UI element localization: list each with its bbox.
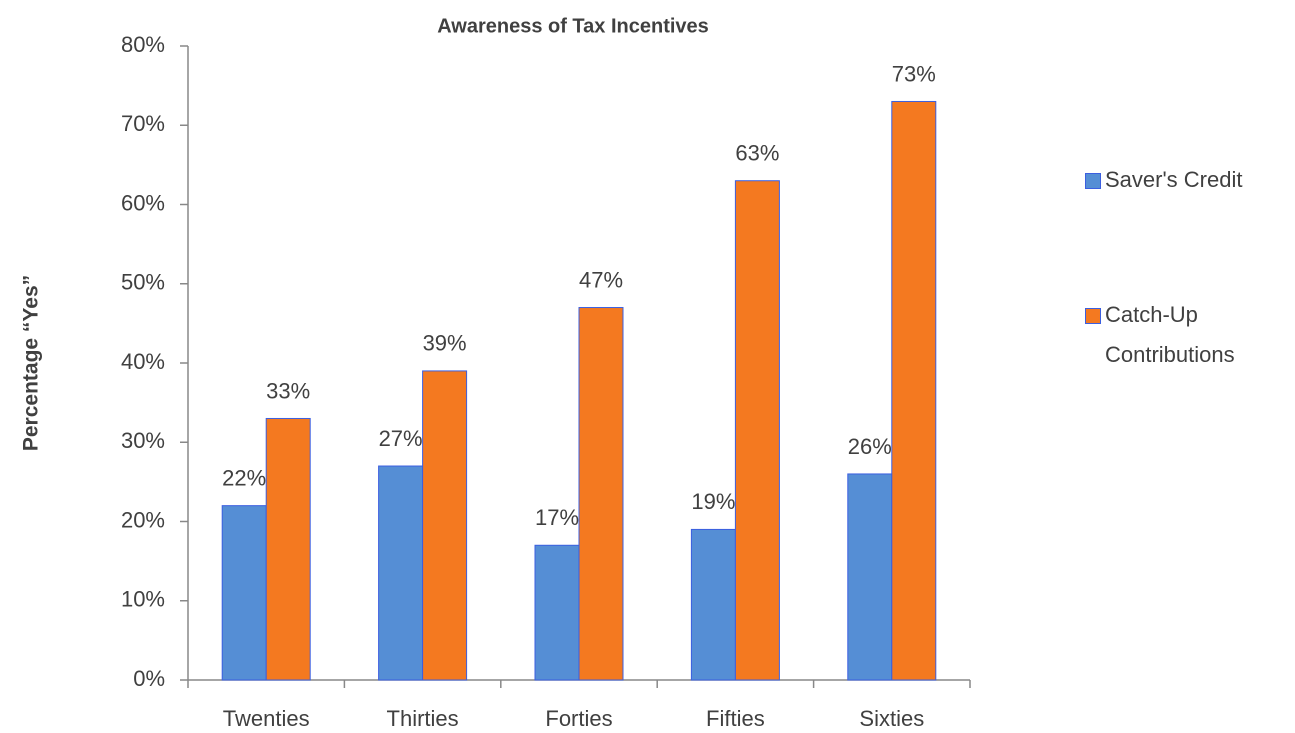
legend-swatch — [1085, 173, 1101, 189]
x-tick-label: Forties — [545, 706, 612, 731]
legend-label: Saver's Credit — [1105, 167, 1243, 192]
data-label: 39% — [423, 331, 467, 356]
data-label: 63% — [735, 141, 779, 166]
y-tick-label: 0% — [133, 666, 165, 691]
y-tick-label: 10% — [121, 587, 165, 612]
legend-swatch — [1085, 308, 1101, 324]
y-axis-label: Percentage “Yes” — [20, 275, 43, 451]
chart-title: Awareness of Tax Incentives — [437, 15, 709, 37]
bar — [378, 465, 424, 681]
data-label: 73% — [892, 61, 936, 86]
x-tick-label: Fifties — [706, 706, 765, 731]
data-label: 33% — [266, 378, 310, 403]
x-tick-label: Twenties — [223, 706, 310, 731]
data-label: 27% — [379, 426, 423, 451]
y-tick-label: 60% — [121, 190, 165, 215]
data-label: 17% — [535, 505, 579, 530]
y-tick-label: 30% — [121, 428, 165, 453]
y-tick-label: 70% — [121, 111, 165, 136]
data-label: 19% — [691, 489, 735, 514]
y-tick-label: 40% — [121, 349, 165, 374]
x-tick-label: Thirties — [387, 706, 459, 731]
bar — [734, 180, 780, 681]
data-label: 22% — [222, 465, 266, 490]
bar — [847, 473, 893, 681]
bar — [422, 370, 468, 681]
data-label: 26% — [848, 434, 892, 459]
bar — [690, 528, 736, 681]
y-tick-label: 80% — [121, 32, 165, 57]
x-tick-label: Sixties — [859, 706, 924, 731]
y-tick-label: 20% — [121, 507, 165, 532]
legend-label: Catch-Up Contributions — [1105, 302, 1235, 367]
bar — [221, 505, 267, 681]
data-label: 47% — [579, 267, 623, 292]
bar — [891, 100, 937, 681]
bar — [578, 307, 624, 681]
bar — [265, 417, 311, 681]
bar — [534, 544, 580, 681]
y-tick-label: 50% — [121, 270, 165, 295]
